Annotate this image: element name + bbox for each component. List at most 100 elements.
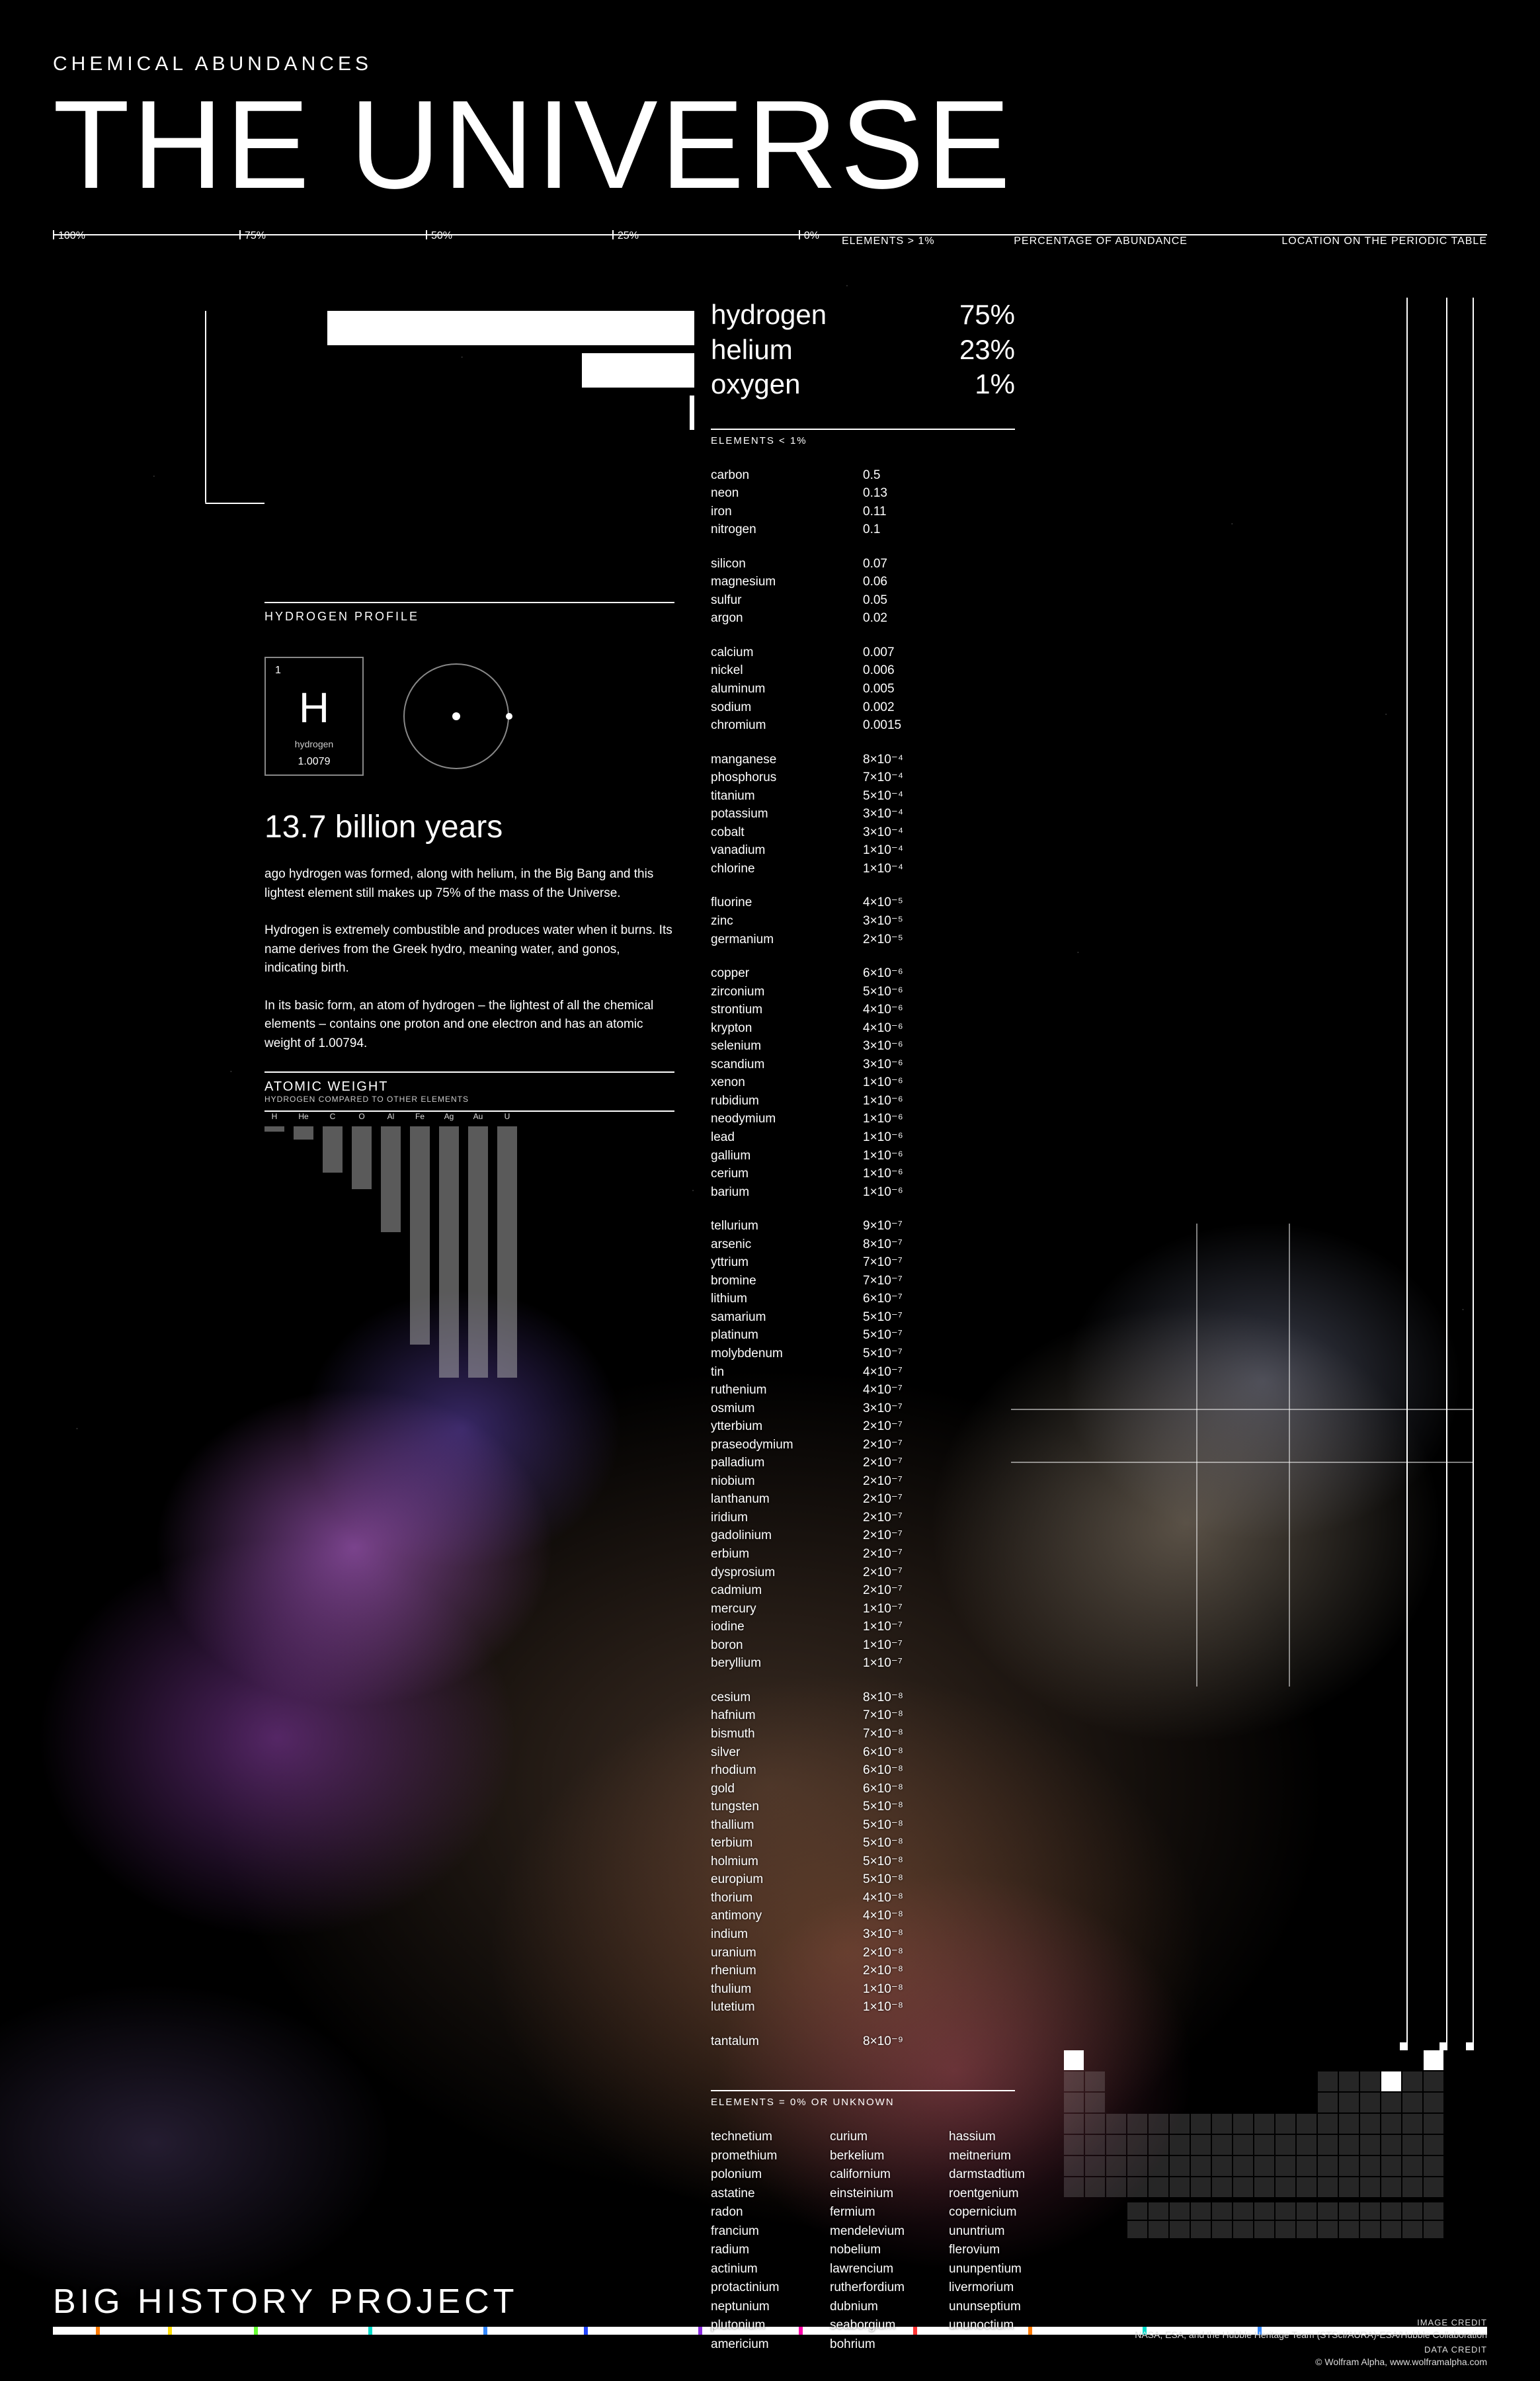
element-name: hydrogen	[275, 739, 353, 749]
minor-element-row: thorium4×10⁻⁸	[711, 1889, 1015, 1907]
pt-cell	[1381, 2202, 1401, 2220]
element-name: thorium	[711, 1889, 863, 1907]
pt-cell	[1318, 2050, 1338, 2070]
minor-element-row: chlorine1×10⁻⁴	[711, 860, 1015, 878]
aw-bar: Au	[468, 1112, 488, 1378]
pt-cell	[1297, 2050, 1317, 2070]
minor-element-row: gallium1×10⁻⁶	[711, 1147, 1015, 1165]
pt-cell	[1064, 2156, 1084, 2176]
element-value: 0.007	[863, 644, 895, 662]
element-name: erbium	[711, 1545, 863, 1564]
subtitle: CHEMICAL ABUNDANCES	[53, 53, 1487, 75]
minor-element-row: uranium2×10⁻⁸	[711, 1944, 1015, 1962]
minor-element-row: bromine7×10⁻⁷	[711, 1272, 1015, 1290]
minor-element-row: lead1×10⁻⁶	[711, 1128, 1015, 1147]
minor-element-row: potassium3×10⁻⁴	[711, 805, 1015, 823]
element-value: 5×10⁻⁶	[863, 983, 903, 1001]
pt-cell	[1360, 2135, 1380, 2155]
pt-cell	[1381, 2071, 1401, 2091]
element-symbol: H	[275, 683, 353, 732]
zero-element: livermorium	[949, 2278, 1068, 2298]
pt-cell	[1276, 2071, 1295, 2091]
minor-element-row: niobium2×10⁻⁷	[711, 1472, 1015, 1491]
minor-element-row: antimony4×10⁻⁸	[711, 1907, 1015, 1925]
periodic-vline-cap	[1400, 2042, 1408, 2050]
pt-cell	[1085, 2050, 1105, 2070]
pt-cell	[1233, 2135, 1253, 2155]
element-value: 2×10⁻⁸	[863, 1944, 903, 1962]
element-value: 5×10⁻⁷	[863, 1345, 903, 1363]
element-value: 6×10⁻⁸	[863, 1780, 903, 1798]
pt-cell	[1297, 2135, 1317, 2155]
minor-element-row: tantalum8×10⁻⁹	[711, 2032, 1015, 2051]
minor-element-row: lutetium1×10⁻⁸	[711, 1998, 1015, 2017]
element-name: silicon	[711, 555, 863, 573]
minor-element-row: nitrogen0.1	[711, 521, 1015, 539]
aw-bar: H	[264, 1112, 284, 1132]
minor-element-row: gold6×10⁻⁸	[711, 1780, 1015, 1798]
profile-heading: HYDROGEN PROFILE	[264, 602, 674, 624]
pt-cell	[1085, 2177, 1105, 2197]
pt-cell	[1424, 2135, 1443, 2155]
pt-cell	[1318, 2202, 1338, 2220]
pt-cell	[1381, 2221, 1401, 2238]
pt-cell	[1170, 2202, 1190, 2220]
axis-tick: 100%	[53, 230, 85, 239]
pt-cell	[1318, 2221, 1338, 2238]
pt-cell	[1297, 2221, 1317, 2238]
element-name: rubidium	[711, 1092, 863, 1110]
element-value: 5×10⁻⁸	[863, 1853, 903, 1871]
element-value: 0.002	[863, 698, 895, 717]
element-value: 3×10⁻⁷	[863, 1399, 903, 1418]
zero-element: americium	[711, 2335, 830, 2355]
pt-cell	[1297, 2177, 1317, 2197]
element-name: cerium	[711, 1165, 863, 1183]
zero-element: technetium	[711, 2128, 830, 2147]
periodic-vline-cap	[1439, 2042, 1447, 2050]
zero-element: radon	[711, 2203, 830, 2222]
pt-cell	[1276, 2177, 1295, 2197]
element-name: boron	[711, 1636, 863, 1655]
pt-cell	[1106, 2177, 1126, 2197]
minor-element-row: osmium3×10⁻⁷	[711, 1399, 1015, 1418]
element-name: tantalum	[711, 2032, 863, 2051]
pt-cell	[1360, 2071, 1380, 2091]
pt-cell	[1127, 2221, 1147, 2238]
minor-element-row: hafnium7×10⁻⁸	[711, 1706, 1015, 1725]
minor-element-row: neodymium1×10⁻⁶	[711, 1110, 1015, 1128]
section-lt1: ELEMENTS < 1%	[711, 429, 1015, 446]
zero-element: einsteinium	[830, 2185, 949, 2204]
abundance-bar	[582, 353, 694, 388]
element-value: 5×10⁻⁴	[863, 787, 903, 806]
element-name: rhenium	[711, 1962, 863, 1980]
periodic-vline	[1473, 298, 1474, 2050]
pt-cell	[1191, 2050, 1211, 2070]
element-value: 1×10⁻⁴	[863, 841, 903, 860]
pt-cell	[1149, 2202, 1168, 2220]
element-value: 0.5	[863, 466, 880, 485]
element-value: 3×10⁻⁵	[863, 912, 903, 931]
zero-element: actinium	[711, 2260, 830, 2279]
minor-element-row: mercury1×10⁻⁷	[711, 1600, 1015, 1618]
abundance-bar	[327, 311, 694, 345]
minor-element-row: chromium0.0015	[711, 716, 1015, 735]
element-name: carbon	[711, 466, 863, 485]
element-value: 0.02	[863, 609, 887, 628]
zero-element: bohrium	[830, 2335, 949, 2355]
atomic-number: 1	[275, 665, 353, 677]
pt-cell	[1360, 2221, 1380, 2238]
element-name: bromine	[711, 1272, 863, 1290]
element-name: vanadium	[711, 841, 863, 860]
pt-cell	[1170, 2156, 1190, 2176]
minor-element-row: tin4×10⁻⁷	[711, 1363, 1015, 1382]
element-name: lutetium	[711, 1998, 863, 2017]
pt-cell	[1127, 2093, 1147, 2112]
minor-element-row: copper6×10⁻⁶	[711, 964, 1015, 983]
minor-element-row: erbium2×10⁻⁷	[711, 1545, 1015, 1564]
pt-cell	[1191, 2071, 1211, 2091]
pt-cell	[1149, 2071, 1168, 2091]
pt-cell	[1149, 2156, 1168, 2176]
minor-element-row: xenon1×10⁻⁶	[711, 1073, 1015, 1092]
element-name: platinum	[711, 1326, 863, 1345]
pt-cell	[1339, 2156, 1359, 2176]
